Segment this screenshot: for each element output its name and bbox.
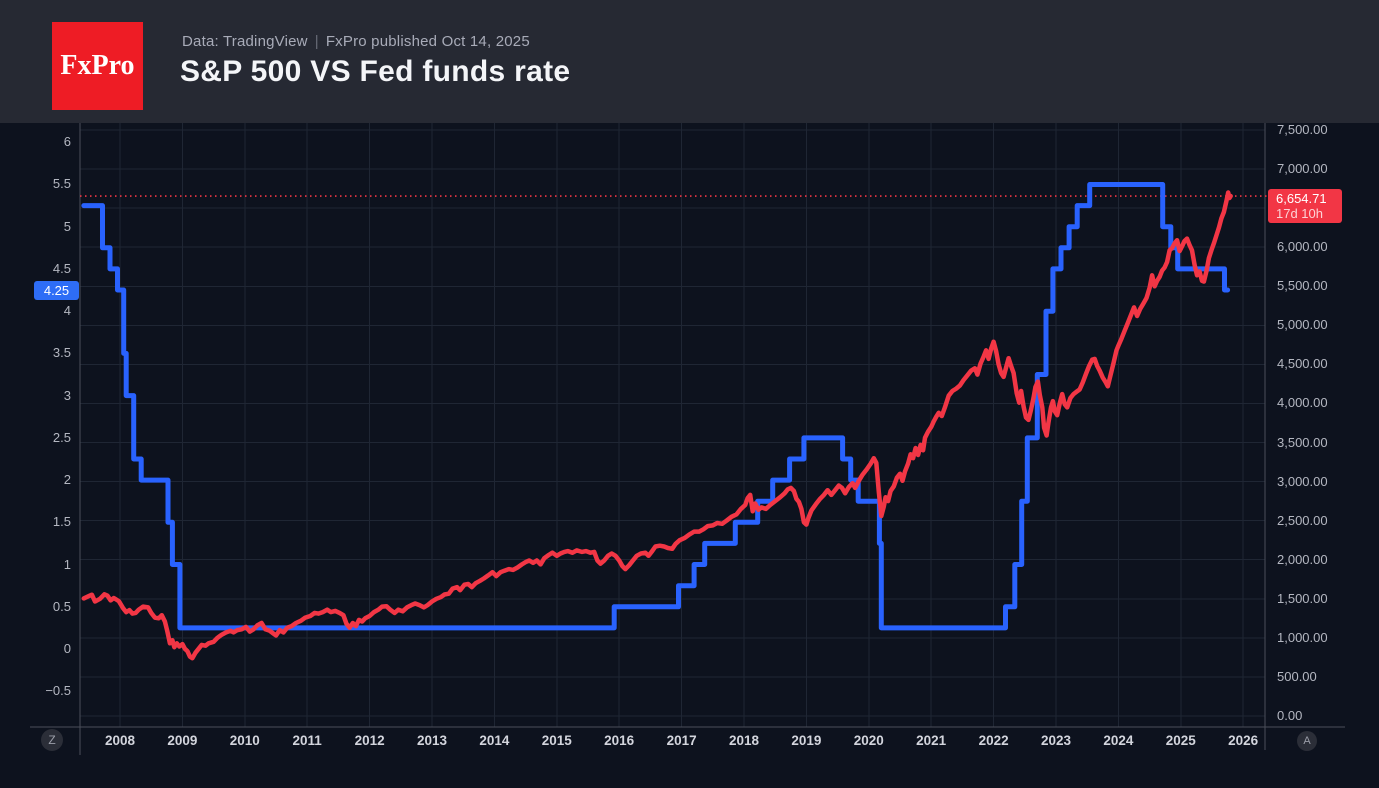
right-axis-label: 4,500.00 xyxy=(1277,356,1328,372)
right-axis-label: 3,500.00 xyxy=(1277,434,1328,450)
right-axis-label: 2,000.00 xyxy=(1277,551,1328,567)
left-axis-label: 1 xyxy=(63,556,71,572)
fed-funds-rate-line xyxy=(81,182,1231,631)
right-axis-label: 5,000.00 xyxy=(1277,317,1328,333)
right-axis-label: 0.00 xyxy=(1277,708,1303,723)
fxpro-logo-text: FxPro xyxy=(60,50,135,81)
published-label: FxPro published Oct 14, 2025 xyxy=(325,33,530,50)
left-axis-label: 0.5 xyxy=(52,598,71,614)
right-axis-label: 3,000.00 xyxy=(1277,473,1328,489)
left-axis-label: 2 xyxy=(63,472,71,488)
left-axis-label: 4.5 xyxy=(52,260,71,276)
right-axis-label: 1,000.00 xyxy=(1277,629,1328,645)
page-title: S&P 500 VS Fed funds rate xyxy=(180,55,571,88)
year-label: 2008 xyxy=(104,733,136,748)
separator: | xyxy=(314,33,319,50)
right-axis-label: 6,000.00 xyxy=(1277,239,1328,255)
data-source-label: Data: TradingView xyxy=(182,33,308,50)
year-label: 2022 xyxy=(978,733,1009,748)
timezone-button-label: Z xyxy=(48,733,56,747)
left-axis-label: 3 xyxy=(63,387,71,403)
sp500-line xyxy=(81,190,1233,661)
year-label: 2010 xyxy=(229,733,260,748)
left-axis-label: 2.5 xyxy=(52,429,71,445)
left-axis-label: 0 xyxy=(63,641,71,656)
right-axis-label: 500.00 xyxy=(1277,668,1317,684)
fed-rate-current-value: 4.25 xyxy=(43,282,70,298)
right-axis-label: 1,500.00 xyxy=(1277,590,1328,606)
left-axis-label: −0.5 xyxy=(45,683,71,699)
year-label: 2014 xyxy=(479,733,510,748)
right-axis-label: 7,000.00 xyxy=(1277,161,1328,177)
left-axis-label: 1.5 xyxy=(52,514,71,530)
left-axis-label: 3.5 xyxy=(52,345,71,361)
right-axis-label: 4,000.00 xyxy=(1277,395,1328,411)
fed-rate-price-badge: 4.25 xyxy=(34,280,79,300)
year-label: 2021 xyxy=(916,733,947,748)
year-label: 2019 xyxy=(791,733,822,748)
header-bar: FxPro Data: TradingView | FxPro published … xyxy=(0,0,1379,123)
left-axis-label: 6 xyxy=(63,134,71,150)
timezone-button[interactable]: Z xyxy=(41,729,63,751)
bar-countdown: 17d 10h xyxy=(1276,205,1323,221)
year-label: 2009 xyxy=(167,733,198,748)
right-axis-label: 7,500.00 xyxy=(1277,122,1328,137)
year-label: 2012 xyxy=(354,733,385,748)
spx-price-badge: 6,654.71 17d 10h xyxy=(1268,188,1342,223)
year-label: 2017 xyxy=(666,733,697,748)
year-label: 2026 xyxy=(1228,733,1259,748)
year-label: 2018 xyxy=(728,733,760,748)
fxpro-logo: FxPro xyxy=(52,22,143,110)
year-label: 2025 xyxy=(1165,733,1196,748)
chart-source-line: Data: TradingView | FxPro published Oct 14… xyxy=(182,33,530,50)
auto-scale-button-label: A xyxy=(1303,735,1311,747)
year-label: 2015 xyxy=(541,733,572,748)
spx-current-price: 6,654.71 xyxy=(1276,190,1327,206)
year-label: 2011 xyxy=(292,733,322,748)
left-axis-label: 5.5 xyxy=(52,176,71,192)
right-axis-label: 5,500.00 xyxy=(1277,278,1328,294)
left-axis-label: 5 xyxy=(63,218,71,234)
right-axis-label: 2,500.00 xyxy=(1277,512,1328,528)
year-label: 2023 xyxy=(1040,733,1072,748)
year-label: 2020 xyxy=(853,733,884,748)
auto-scale-button[interactable]: A xyxy=(1297,731,1317,751)
year-label: 2024 xyxy=(1103,733,1134,748)
left-axis-label: 4 xyxy=(63,303,71,319)
year-label: 2013 xyxy=(416,733,448,748)
year-label: 2016 xyxy=(604,733,635,748)
